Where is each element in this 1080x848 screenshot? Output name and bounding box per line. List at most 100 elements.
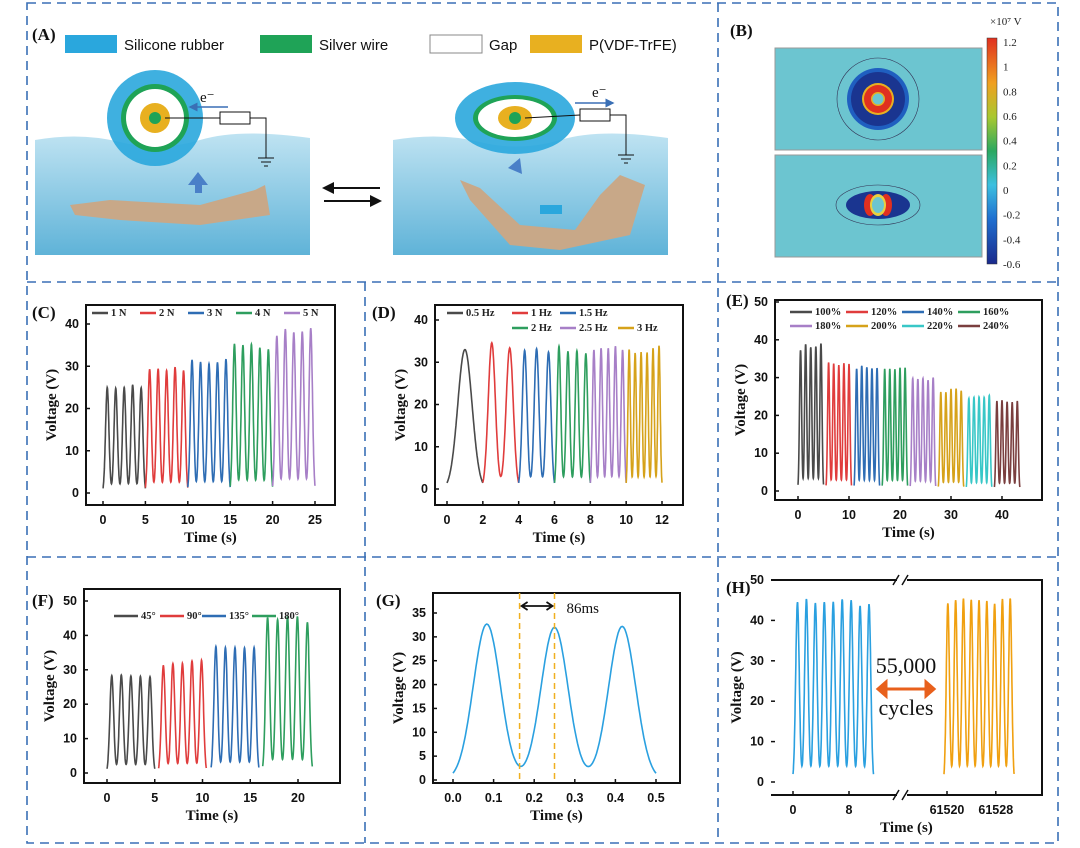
x-tick-label: 5: [151, 791, 158, 805]
panel-a-legend: Silicone rubber Silver wire Gap P(VDF-Tr…: [65, 34, 677, 54]
panel-b: (B) ×10⁷ V 1.2 1 0.8 0.6 0.4 0.2 0 -0.2 -0.4 -0.6: [730, 16, 1022, 271]
x-tick-label: 10: [619, 513, 633, 527]
y-axis-label: Voltage (V): [733, 364, 749, 436]
y-tick-label: 40: [65, 317, 79, 331]
colorbar-tick-label: 0.8: [1003, 86, 1017, 98]
panel-label: (F): [32, 591, 54, 610]
colorbar: [986, 37, 998, 265]
legend-swatch-silver: [260, 35, 312, 53]
x-axis-label: Time (s): [530, 808, 583, 824]
device-deformed: [455, 82, 575, 154]
legend-label: 120%: [871, 307, 897, 318]
plot-frame: [83, 588, 341, 784]
y-tick-label: 30: [750, 654, 764, 668]
y-axis-label: Voltage (V): [44, 369, 60, 441]
chart-h: (H) 0 8 61520 61528 0 10 20 30 40 50 Time (s) Voltag…: [726, 573, 1043, 836]
x-tick-label: 10: [196, 791, 210, 805]
x-axis-label: Time (s): [533, 530, 586, 546]
y-tick-label: 0: [421, 482, 428, 496]
cycles-count: 55,000: [876, 653, 937, 678]
colorbar-tick-label: -0.4: [1003, 234, 1021, 246]
y-tick-label: 30: [412, 630, 426, 644]
x-tick-label: 10: [842, 508, 856, 522]
legend-gap: Gap: [489, 37, 517, 54]
panel-label-a: (A): [32, 25, 56, 44]
axis-break-icon: [892, 574, 909, 586]
y-tick-label: 10: [750, 735, 764, 749]
y-tick-label: 0: [70, 766, 77, 780]
x-tick-label: 20: [266, 513, 280, 527]
resistor-icon: [579, 108, 611, 122]
y-tick-label: 20: [414, 398, 428, 412]
chart-f: (F) 0 5 10 15 20 0 10 20 30 40 50 Time (s) Voltage (V…: [32, 588, 341, 824]
legend-label: 100%: [815, 307, 841, 318]
series-line-0: [792, 598, 875, 775]
legend-label: 200%: [871, 321, 897, 332]
colorbar-tick-label: 0.4: [1003, 136, 1017, 148]
chart-g: (G) 0.0 0.1 0.2 0.3 0.4 0.5 0 5 10 15 20 25 30 35 Time …: [376, 591, 681, 824]
panel-label: (C): [32, 303, 56, 322]
panel-label: (E): [726, 291, 749, 310]
legend-label: 220%: [927, 321, 953, 332]
electron-label-right: e⁻: [592, 85, 607, 101]
x-tick-label: 8: [587, 513, 594, 527]
x-tick-label: 5: [142, 513, 149, 527]
panel-label-b: (B): [730, 21, 753, 40]
y-tick-label: 10: [754, 446, 768, 460]
y-tick-label: 20: [412, 678, 426, 692]
x-tick-label: 0: [104, 791, 111, 805]
cycles-label: cycles: [879, 695, 934, 720]
legend-label: 3 N: [207, 308, 223, 319]
x-tick-label: 20: [893, 508, 907, 522]
series-line-0: [797, 343, 825, 485]
x-axis-label: Time (s): [880, 820, 933, 836]
x-tick-label: 10: [181, 513, 195, 527]
legend-label: 2 Hz: [531, 323, 552, 334]
y-tick-label: 40: [754, 333, 768, 347]
y-tick-label: 50: [750, 573, 764, 587]
series-line-3: [229, 341, 274, 487]
colorbar-tick-label: -0.6: [1003, 259, 1021, 271]
x-tick-label: 61528: [978, 803, 1013, 817]
series-line-0: [106, 673, 156, 769]
chart-e: (E) 0 10 20 30 40 0 10 20 30 40 50 Time (s) Voltage (…: [726, 291, 1043, 541]
x-tick-label: 0: [444, 513, 451, 527]
y-tick-label: 0: [757, 775, 764, 789]
y-tick-label: 0: [72, 486, 79, 500]
ground-icon: [258, 157, 274, 167]
legend-silicone-rubber: Silicone rubber: [124, 37, 224, 54]
series-line-2: [187, 358, 231, 488]
electron-label-left: e⁻: [200, 90, 215, 106]
x-tick-label: 0.5: [647, 791, 664, 805]
legend-label: 180%: [815, 321, 841, 332]
legend-label: 4 N: [255, 308, 271, 319]
x-tick-label: 12: [655, 513, 669, 527]
series-line-2: [517, 346, 556, 484]
x-tick-label: 40: [995, 508, 1009, 522]
series-line-1: [943, 598, 1015, 775]
legend-label: 0.5 Hz: [466, 308, 495, 319]
series-line-1: [482, 341, 520, 483]
y-tick-label: 5: [419, 749, 426, 763]
ground-icon: [618, 154, 634, 164]
interval-annotation: 86ms: [567, 601, 600, 617]
y-tick-label: 0: [761, 484, 768, 498]
y-tick-label: 0: [419, 773, 426, 787]
chart-c: (C) 0 5 10 15 20 25 0 10 20 30 40 Time (s) Voltage (V…: [32, 303, 336, 546]
legend-swatch-gap: [429, 34, 483, 54]
series-line-3: [881, 367, 909, 486]
legend-label: 2 N: [159, 308, 175, 319]
x-tick-label: 61520: [930, 803, 965, 817]
y-tick-label: 10: [412, 725, 426, 739]
x-tick-label: 0.3: [566, 791, 583, 805]
series-line-5: [937, 388, 965, 487]
series-line-4: [909, 375, 937, 487]
arm-bent: [460, 175, 645, 250]
series-line-7: [993, 400, 1021, 488]
colorbar-tick-label: -0.2: [1003, 210, 1020, 222]
series-line-4: [271, 328, 316, 487]
y-tick-label: 25: [412, 654, 426, 668]
series-line-0: [102, 384, 147, 489]
legend-label: 45°: [141, 611, 156, 622]
